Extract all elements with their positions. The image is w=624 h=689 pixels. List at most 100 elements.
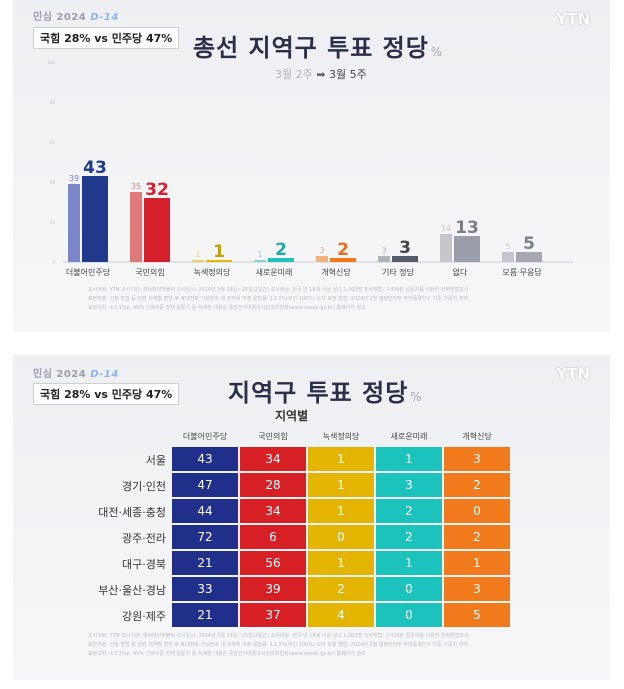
y-tick-label: 0 <box>52 260 55 265</box>
dday-label: D-14 <box>90 12 119 23</box>
category-label: 기타 정당 <box>382 267 415 277</box>
bar-current <box>144 198 170 262</box>
data-label-current: 32 <box>145 180 169 200</box>
table-cell: 1 <box>308 499 374 523</box>
data-label-current: 43 <box>83 158 107 178</box>
row-label: 대구·경북 <box>122 558 166 571</box>
column-header: 녹색정의당 <box>322 432 360 441</box>
data-label-current: 2 <box>337 240 349 260</box>
table-cell: 1 <box>444 551 510 575</box>
bar-current <box>206 260 232 262</box>
party-vote-chart-panel: 민심 2024 D-14 국힘 28% vs 민주당 47% YTN 총선 지역구… <box>13 0 610 332</box>
row-label: 서울 <box>145 454 166 467</box>
footnote-line-2: 표본추출: 선정 방법 등 관련 지역별 할당 후 휴대전화 가상번호 내 무작… <box>88 642 468 648</box>
bar-prev <box>316 256 328 262</box>
table-cell: 3 <box>444 577 510 601</box>
table-cell: 2 <box>444 525 510 549</box>
y-tick-label: 100 <box>47 60 55 65</box>
table-cell: 33 <box>172 577 238 601</box>
row-label: 부산·울산·경남 <box>98 584 166 597</box>
table-cell: 2 <box>376 525 442 549</box>
column-header: 새로운미래 <box>390 432 428 441</box>
table-cell: 1 <box>376 447 442 471</box>
category-label: 녹색정의당 <box>194 267 231 277</box>
y-tick-label: 60 <box>50 140 56 145</box>
table-cell: 3 <box>376 473 442 497</box>
ytn-logo: YTN <box>556 365 590 383</box>
table-subtitle: 지역별 <box>275 409 309 423</box>
data-label-prev: 1 <box>195 250 200 259</box>
category-label: 새로운미래 <box>256 268 293 277</box>
row-label: 경기·인천 <box>122 480 166 493</box>
row-label: 강원·제주 <box>122 610 166 623</box>
table-cell: 47 <box>172 473 238 497</box>
table-cell: 6 <box>240 525 306 549</box>
table-cell: 34 <box>240 499 306 523</box>
table-cell: 72 <box>172 525 238 549</box>
bar-prev <box>440 234 452 262</box>
y-tick-label: 20 <box>50 220 56 225</box>
arrow-icon: ➡ <box>316 68 326 81</box>
category-label: 더불어민주당 <box>66 267 111 277</box>
election-badge: 민심 2024 D-14 <box>33 8 119 23</box>
bar-current <box>82 176 108 262</box>
category-label: 모름·무응답 <box>502 267 542 277</box>
chart-unit: % <box>430 45 444 59</box>
table-cell: 0 <box>376 577 442 601</box>
data-label-prev: 39 <box>69 174 79 183</box>
table-cell: 1 <box>308 551 374 575</box>
table-cell: 5 <box>444 603 510 627</box>
footnote-line-2: 표본추출: 선정 방법 등 관련 지역별 할당 후 휴대전화 가상번호 내 무작… <box>88 296 468 302</box>
bar-prev <box>192 260 204 262</box>
bar-prev <box>68 184 80 262</box>
chart-title: 총선 지역구 투표 정당% <box>193 28 443 63</box>
election-badge: 민심 2024 D-14 <box>33 365 119 380</box>
table-cell: 1 <box>308 447 374 471</box>
period-to: 3월 5주 <box>328 68 367 81</box>
row-label: 광주·전라 <box>122 532 166 545</box>
table-cell: 0 <box>376 603 442 627</box>
data-label-prev: 1 <box>257 250 262 259</box>
table-cell: 0 <box>308 525 374 549</box>
category-label: 국민의힘 <box>135 267 164 277</box>
data-label-prev: 35 <box>131 182 141 191</box>
column-header: 국민의힘 <box>258 432 288 441</box>
data-label-prev: 14 <box>441 224 451 233</box>
bar-prev <box>130 192 142 262</box>
column-header: 개혁신당 <box>462 432 492 441</box>
table-cell: 2 <box>308 577 374 601</box>
table-cell: 4 <box>308 603 374 627</box>
footnote-line-1: 조사의뢰: YTN 조사기관: 엠브레인퍼블릭 조사일시: 2024년 3월 2… <box>88 287 469 293</box>
y-tick-label: 80 <box>50 100 56 105</box>
bar-prev <box>502 252 514 262</box>
table-cell: 21 <box>172 551 238 575</box>
table-cell: 28 <box>240 473 306 497</box>
footnote-line-3: 표본오차: ±3.1%p, 95% 신뢰수준 전체 질문지 등 자세한 내용은 … <box>88 305 366 311</box>
bar-current <box>268 258 294 262</box>
bar-current <box>392 256 418 262</box>
data-label-current: 5 <box>523 234 535 254</box>
table-cell: 43 <box>172 447 238 471</box>
table-cell: 1 <box>376 551 442 575</box>
ytn-logo: YTN <box>556 10 590 28</box>
table-cell: 34 <box>240 447 306 471</box>
table-cell: 44 <box>172 499 238 523</box>
y-tick-label: 40 <box>50 180 56 185</box>
data-label-prev: 3 <box>319 246 324 255</box>
data-label-prev: 5 <box>505 242 510 251</box>
badge-text: 민심 2024 <box>33 369 87 380</box>
table-cell: 21 <box>172 603 238 627</box>
data-label-current: 2 <box>275 240 287 260</box>
bar-prev <box>254 260 266 262</box>
table-cell: 3 <box>444 447 510 471</box>
data-label-current: 13 <box>455 218 479 238</box>
footnote-line-1: 조사의뢰: YTN 조사기관: 엠브레인퍼블릭 조사일시: 2024년 3월 2… <box>88 633 469 639</box>
table-cell: 37 <box>240 603 306 627</box>
poll-headline-tag: 국힘 28% vs 민주당 47% <box>33 383 180 405</box>
table-title-text: 지역구 투표 정당 <box>228 379 409 407</box>
table-cell: 0 <box>444 499 510 523</box>
period-from: 3월 2주 <box>275 68 313 81</box>
table-cell: 1 <box>308 473 374 497</box>
poll-headline-tag: 국힘 28% vs 민주당 47% <box>33 27 180 49</box>
